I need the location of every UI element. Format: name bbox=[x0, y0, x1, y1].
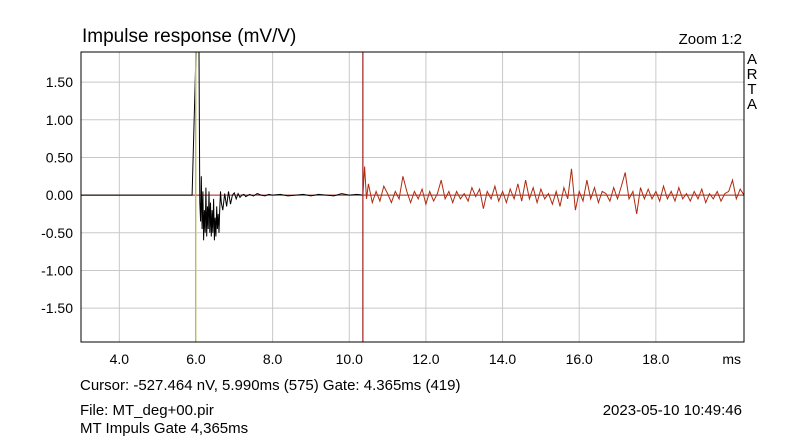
y-tick-label: -0.50 bbox=[41, 225, 73, 241]
timestamp: 2023-05-10 10:49:46 bbox=[602, 402, 742, 419]
pre-gate-trace bbox=[81, 52, 363, 241]
chart-title: Impulse response (mV/V) bbox=[82, 26, 297, 47]
brand-letter: A bbox=[746, 51, 757, 68]
brand-label: A R T A bbox=[746, 52, 758, 112]
x-tick-label: 16.0 bbox=[566, 351, 593, 367]
x-tick-label: 18.0 bbox=[642, 351, 669, 367]
post-gate-trace bbox=[362, 166, 744, 214]
y-tick-label: 1.50 bbox=[46, 74, 73, 90]
x-tick-label: 14.0 bbox=[489, 351, 516, 367]
y-tick-label: 1.00 bbox=[46, 112, 73, 128]
y-tick-label: -1.50 bbox=[41, 300, 73, 316]
x-tick-label: 12.0 bbox=[412, 351, 439, 367]
brand-letter: A bbox=[746, 96, 757, 113]
brand-letter: R bbox=[746, 66, 758, 83]
plot-frame bbox=[80, 51, 745, 343]
x-tick-label: 6.0 bbox=[186, 351, 206, 367]
file-name: File: MT_deg+00.pir bbox=[80, 402, 214, 419]
y-tick-label: 0.50 bbox=[46, 149, 73, 165]
y-tick-label: -1.00 bbox=[41, 262, 73, 278]
zoom-level: Zoom 1:2 bbox=[678, 31, 742, 48]
measurement-note: MT Impuls Gate 4,365ms bbox=[80, 420, 249, 437]
x-unit-label: ms bbox=[722, 351, 741, 367]
x-tick-label: 8.0 bbox=[263, 351, 283, 367]
x-tick-label: 4.0 bbox=[110, 351, 130, 367]
y-tick-label: 0.00 bbox=[46, 187, 73, 203]
x-tick-label: 10.0 bbox=[336, 351, 363, 367]
cursor-readout: Cursor: -527.464 nV, 5.990ms (575) Gate:… bbox=[80, 377, 461, 394]
brand-letter: T bbox=[747, 81, 757, 98]
